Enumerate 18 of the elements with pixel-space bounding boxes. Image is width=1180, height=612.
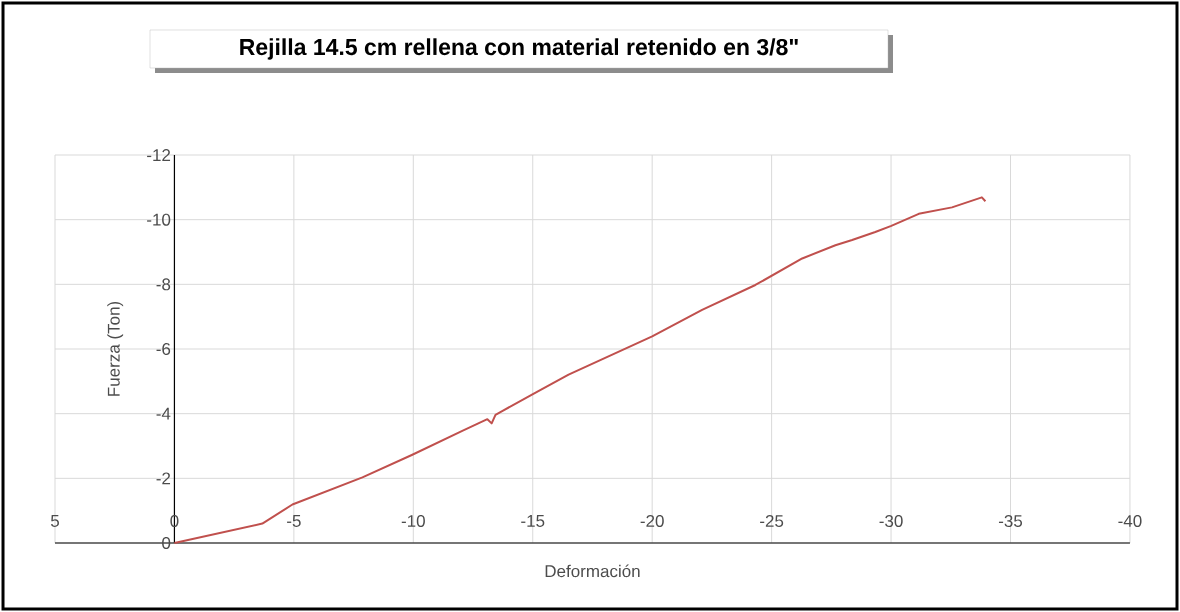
x-tick-label: -15 bbox=[521, 515, 545, 527]
y-tick-label: -4 bbox=[156, 407, 171, 420]
x-tick-label: -35 bbox=[998, 514, 1023, 528]
x-tick-label: -25 bbox=[760, 514, 784, 528]
y-tick-label: -2 bbox=[156, 472, 171, 485]
x-tick-label: 5 bbox=[50, 515, 60, 527]
x-axis-title: Deformación bbox=[545, 564, 640, 578]
x-tick-label: -10 bbox=[401, 514, 425, 528]
x-tick-label: -20 bbox=[640, 514, 664, 528]
x-tick-label: -30 bbox=[879, 514, 903, 528]
y-axis-title: Fuerza (Ton) bbox=[107, 301, 124, 396]
y-tick-label: -12 bbox=[147, 149, 171, 161]
chart-title: Rejilla 14.5 cm rellena con material retenido en 3/8" bbox=[240, 38, 798, 60]
x-tick-label: -5 bbox=[287, 515, 301, 527]
x-tick-label: -40 bbox=[1118, 514, 1142, 528]
y-tick-label: -8 bbox=[156, 278, 171, 291]
y-tick-label: -6 bbox=[156, 342, 171, 356]
y-tick-label: -10 bbox=[147, 213, 171, 226]
